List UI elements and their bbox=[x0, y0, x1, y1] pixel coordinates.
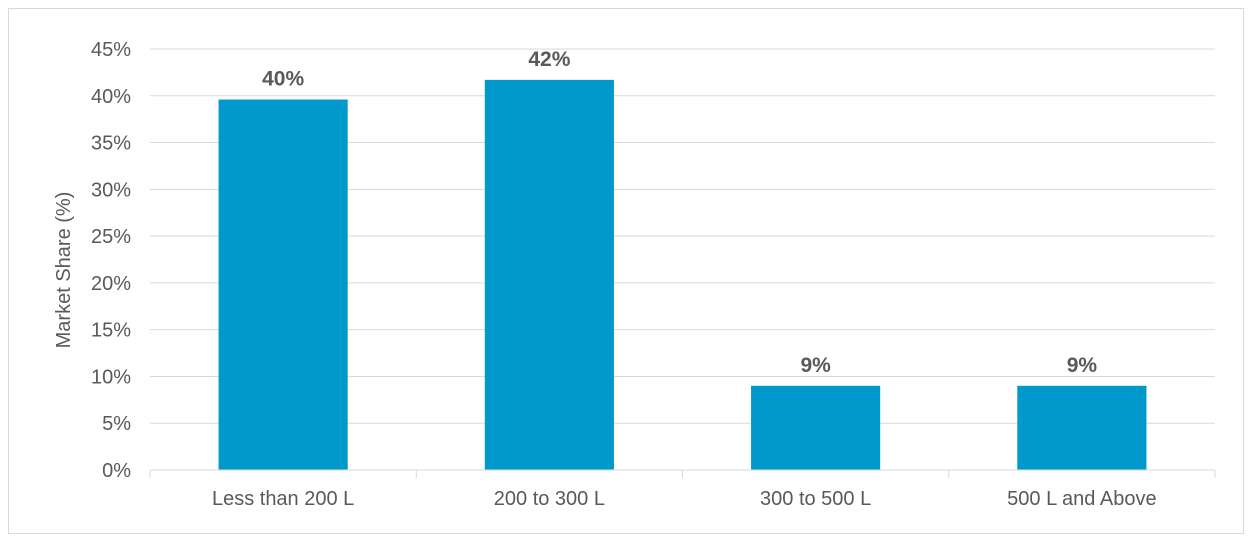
y-axis-tick-labels: 0% 5% 10% 15% 20% 25% 30% 35% 40% 45% bbox=[91, 39, 131, 482]
y-tick-label: 40% bbox=[91, 86, 131, 108]
bar bbox=[484, 79, 614, 470]
bar bbox=[751, 385, 881, 470]
y-tick-label: 35% bbox=[91, 133, 131, 155]
x-axis bbox=[149, 469, 1216, 478]
bars bbox=[218, 79, 1147, 471]
bar-data-label: 40% bbox=[262, 68, 304, 91]
x-tick-label: 200 to 300 L bbox=[494, 488, 605, 510]
y-tick-label: 30% bbox=[91, 179, 131, 201]
bar-data-label: 9% bbox=[1067, 354, 1098, 377]
y-tick-label: 20% bbox=[91, 273, 131, 295]
x-tick-label: 300 to 500 L bbox=[760, 488, 871, 510]
bar bbox=[218, 99, 348, 471]
y-axis-title: Market Share (%) bbox=[53, 192, 75, 349]
x-tick-label: Less than 200 L bbox=[212, 488, 354, 510]
y-tick-label: 25% bbox=[91, 226, 131, 248]
y-tick-label: 0% bbox=[102, 460, 131, 482]
bar-data-label: 42% bbox=[528, 48, 570, 71]
y-tick-label: 15% bbox=[91, 320, 131, 342]
x-axis-tick-labels: Less than 200 L 200 to 300 L 300 to 500 L 5… bbox=[212, 488, 1157, 510]
bar bbox=[1017, 385, 1147, 470]
y-tick-label: 5% bbox=[102, 413, 131, 435]
y-tick-label: 10% bbox=[91, 366, 131, 388]
y-tick-label: 45% bbox=[91, 39, 131, 61]
x-tick-label: 500 L and Above bbox=[1007, 488, 1156, 510]
data-labels: 40% 42% 9% 9% bbox=[262, 48, 1097, 377]
bar-data-label: 9% bbox=[800, 354, 831, 377]
